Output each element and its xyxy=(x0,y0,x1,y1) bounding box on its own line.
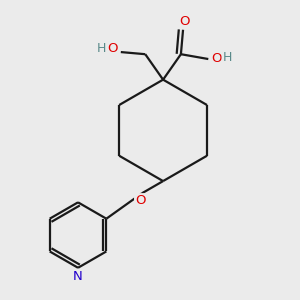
Text: N: N xyxy=(73,270,83,284)
Text: O: O xyxy=(107,42,118,55)
Text: O: O xyxy=(211,52,222,65)
Text: H: H xyxy=(223,51,232,64)
Text: O: O xyxy=(135,194,146,207)
Text: H: H xyxy=(97,42,106,55)
Text: O: O xyxy=(179,15,190,28)
